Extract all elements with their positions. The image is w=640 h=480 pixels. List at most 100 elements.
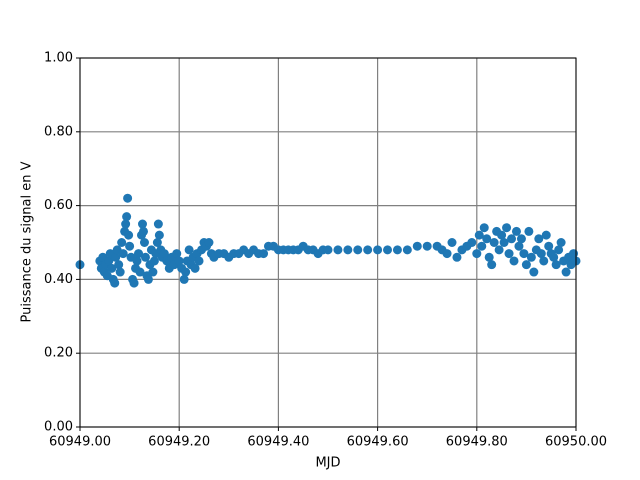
point [536,249,546,259]
point [392,245,402,255]
point [507,234,517,244]
point [138,226,148,236]
point [477,241,487,251]
x-tick-label: 60950.00 [545,435,607,450]
point [148,267,158,277]
point [137,219,147,229]
point [353,245,363,255]
x-tick-label: 60949.60 [347,435,409,450]
x-tick-label: 60949.80 [446,435,508,450]
y-tick-label: 0.20 [44,346,73,361]
point [323,245,333,255]
point [539,256,549,266]
y-axis-label: Puissance du signal en V [20,161,35,322]
point [125,241,135,251]
point [447,238,457,247]
point [118,249,128,259]
point [373,245,383,255]
point [521,260,531,270]
point [204,238,214,247]
point [114,260,124,270]
point [487,260,497,270]
point [174,256,184,266]
point [132,256,142,266]
point [529,267,539,277]
plot-frame [79,57,577,428]
x-tick-label: 60949.20 [148,435,210,450]
y-tick-label: 0.60 [44,198,73,213]
point [442,249,452,259]
point [134,249,144,259]
point [124,230,134,240]
point [194,256,204,266]
point [484,252,494,262]
point [259,249,269,259]
point [554,245,564,255]
point [479,223,489,233]
point [502,223,512,233]
point [511,226,521,236]
point [115,267,125,277]
x-tick-label: 60949.40 [247,435,309,450]
point [172,249,182,259]
point [135,267,145,277]
point [181,267,191,277]
point [184,245,194,255]
y-tick-label: 0.40 [44,272,73,287]
point [514,241,524,251]
point [509,256,519,266]
point [561,267,571,277]
point [333,245,343,255]
point [104,256,114,266]
point [534,234,544,244]
point [159,249,169,259]
point [343,245,353,255]
point [472,249,482,259]
point [467,238,477,247]
point [363,245,373,255]
point [541,230,551,240]
point [139,238,149,247]
point [499,238,509,247]
point [544,241,554,251]
point [516,234,526,244]
point [504,249,514,259]
point [556,238,566,247]
point [121,219,131,229]
point [524,226,534,236]
point [129,278,139,288]
point [140,252,150,262]
point [123,193,133,203]
x-axis-label: MJD [315,456,340,471]
point [383,245,393,255]
point [402,245,412,255]
y-tick-label: 0.80 [44,124,73,139]
point [122,212,132,222]
point [152,238,162,247]
y-tick-label: 1.00 [44,51,73,66]
point [110,278,120,288]
point [526,252,536,262]
y-tick-label: 0.00 [44,420,73,435]
point [452,252,462,262]
point [422,241,432,251]
point [412,241,422,251]
point [107,263,117,273]
point [149,256,159,266]
point [143,274,153,284]
point [474,230,484,240]
point [117,238,127,247]
point [154,230,164,240]
point [482,234,492,244]
point [153,219,163,229]
point [494,245,504,255]
point [179,274,189,284]
point [549,252,559,262]
x-tick-label: 60949.00 [49,435,111,450]
point [551,260,561,270]
point [111,252,121,262]
point [489,238,499,247]
point [519,249,529,259]
point [190,263,200,273]
